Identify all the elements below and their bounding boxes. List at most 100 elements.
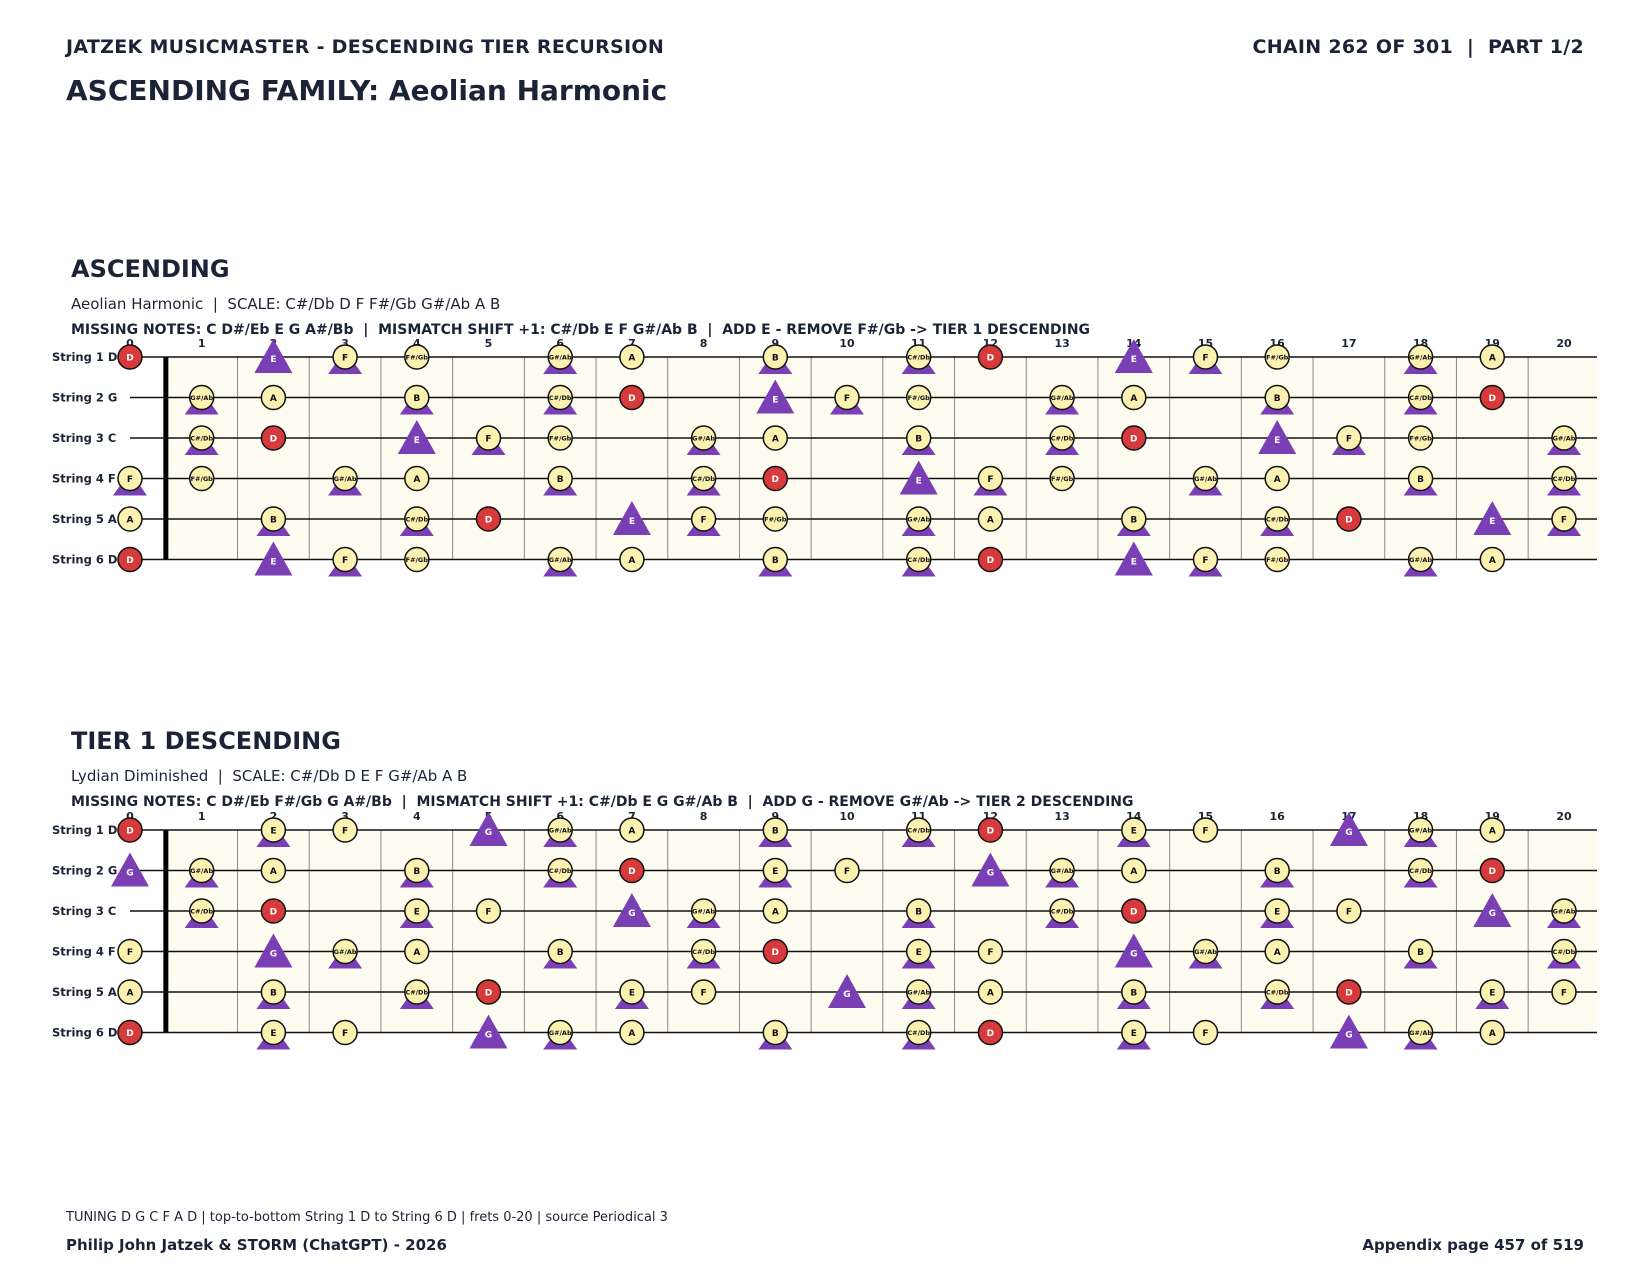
- note-label: A: [628, 556, 635, 566]
- note-label: C#/Db: [907, 353, 930, 361]
- note-label: D: [1345, 515, 1352, 525]
- scale-note: [905, 898, 932, 924]
- scale-note: [690, 898, 717, 924]
- scale-note: [1551, 898, 1577, 924]
- fretboard-ascending: String 1 D String 2 G String 3 C String 4 F…: [52, 337, 1597, 577]
- note-label: G#/Ab: [549, 1029, 572, 1037]
- scale-note: [690, 465, 717, 492]
- note-label: F: [1202, 1029, 1208, 1039]
- note-label: A: [1130, 867, 1137, 877]
- triangle-marker: [1473, 501, 1512, 535]
- scale-note: [1407, 1019, 1434, 1046]
- scale-note: [1121, 1019, 1147, 1046]
- scale-note: [619, 344, 645, 370]
- triangle-marker: [612, 893, 651, 927]
- note-label: D: [126, 353, 133, 363]
- scale-note: [1407, 384, 1434, 411]
- note-label: G#/Ab: [190, 394, 213, 402]
- scale-note: [977, 979, 1004, 1005]
- note-label: F: [485, 907, 491, 917]
- note-label: B: [413, 394, 420, 404]
- scale-note: [905, 938, 932, 965]
- root-note: [1336, 506, 1362, 532]
- note-label: D: [772, 475, 779, 485]
- fret-number: 8: [700, 337, 708, 350]
- scale-note: [547, 857, 573, 884]
- root-note: [619, 384, 645, 411]
- note-label: A: [270, 867, 277, 877]
- note-label: G#/Ab: [907, 515, 930, 523]
- note-label: A: [772, 907, 779, 917]
- note-label: E: [916, 948, 922, 958]
- fret-number: 9: [771, 810, 779, 823]
- note-label: C#/Db: [405, 988, 428, 996]
- scale-note: [1121, 506, 1147, 532]
- scale-note: [1264, 384, 1290, 411]
- fret-number: 0: [126, 337, 134, 350]
- triangle-marker: [612, 501, 651, 535]
- scale-note: [905, 344, 932, 370]
- scale-note: [762, 506, 789, 532]
- note-label: E: [1131, 558, 1137, 568]
- scale-note: [690, 506, 717, 532]
- root-note: [260, 898, 287, 924]
- section-title-tier1: TIER 1 DESCENDING: [71, 727, 341, 755]
- note-label: A: [1274, 475, 1281, 485]
- note-label: G#/Ab: [1409, 1029, 1432, 1037]
- root-note: [117, 546, 143, 573]
- scale-note: [404, 546, 430, 573]
- note-label: D: [628, 394, 635, 404]
- note-label: D: [1345, 988, 1352, 998]
- note-label: C#/Db: [190, 434, 213, 442]
- scale-note: [1407, 938, 1434, 965]
- note-label: G#/Ab: [1553, 434, 1576, 442]
- note-label: A: [127, 988, 134, 998]
- note-label: E: [270, 355, 276, 365]
- note-label: E: [1131, 1029, 1137, 1039]
- note-label: C#/Db: [405, 515, 428, 523]
- scale-note: [1551, 465, 1577, 492]
- scale-note: [1407, 465, 1434, 492]
- note-label: A: [772, 434, 779, 444]
- fret-number: 4: [413, 810, 421, 823]
- scale-note: [1407, 425, 1434, 451]
- root-note: [260, 425, 287, 451]
- note-label: C#/Db: [692, 475, 715, 483]
- note-label: E: [270, 558, 276, 568]
- scale-note: [905, 1019, 932, 1046]
- note-label: B: [772, 556, 779, 566]
- scale-note: [619, 1019, 645, 1046]
- scale-note: [1551, 506, 1577, 532]
- scale-note: [547, 465, 573, 492]
- note-label: C#/Db: [1266, 515, 1289, 523]
- scale-note: [1551, 425, 1577, 451]
- note-label: D: [1489, 394, 1496, 404]
- fret-number: 8: [700, 810, 708, 823]
- note-label: F: [1202, 353, 1208, 363]
- scale-note: [475, 898, 502, 924]
- note-label: F#/Gb: [191, 475, 214, 483]
- note-label: D: [126, 1029, 133, 1039]
- note-label: A: [628, 1029, 635, 1039]
- note-label: G#/Ab: [1194, 948, 1217, 956]
- note-label: D: [987, 556, 994, 566]
- note-label: D: [1489, 867, 1496, 877]
- note-label: E: [1274, 907, 1280, 917]
- fret-number: 20: [1556, 810, 1572, 823]
- note-label: B: [772, 353, 779, 363]
- scale-note: [977, 465, 1004, 492]
- fret-number: 0: [126, 810, 134, 823]
- note-label: D: [1130, 907, 1137, 917]
- scale-note: [1264, 898, 1290, 924]
- fret-number: 6: [556, 337, 564, 350]
- scale-note: [762, 1019, 789, 1046]
- fret-number: 4: [413, 337, 421, 350]
- scale-note: [1264, 979, 1290, 1005]
- scale-note: [404, 979, 430, 1005]
- scale-note: [1192, 546, 1219, 573]
- scale-note: [1479, 979, 1506, 1005]
- note-label: G#/Ab: [907, 988, 930, 996]
- note-label: A: [1489, 826, 1496, 836]
- note-label: A: [413, 948, 420, 958]
- root-note: [1121, 425, 1147, 451]
